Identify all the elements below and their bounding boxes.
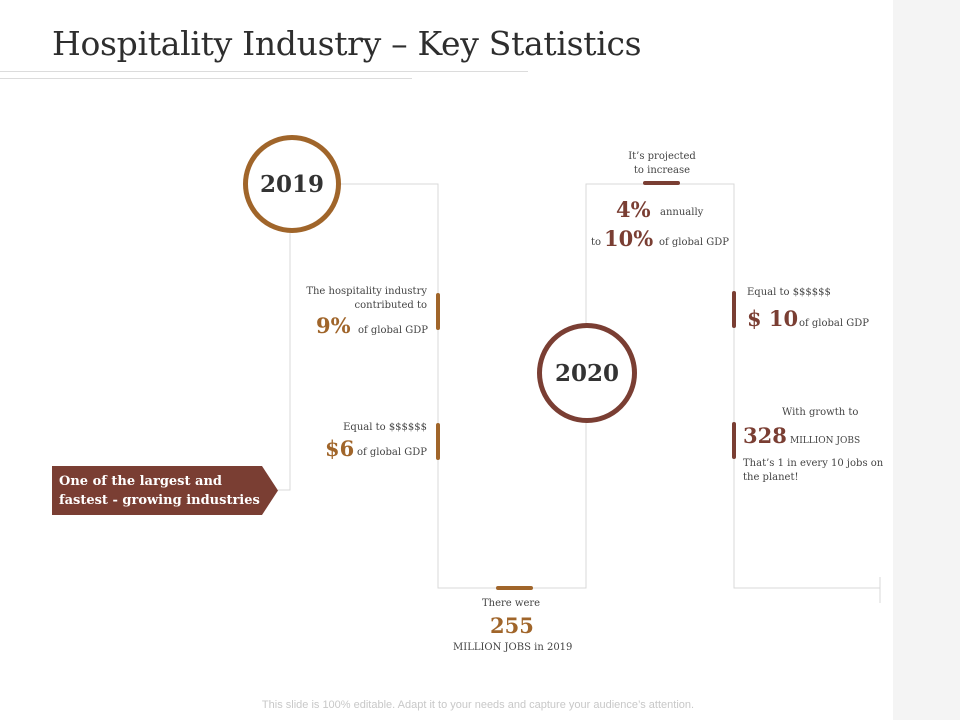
stat-contribution-label: The hospitality industry contributed to [306, 285, 427, 313]
banner-line-2: fastest - growing industries [59, 493, 260, 508]
contribution-line-1: The hospitality industry [306, 286, 427, 297]
highlight-banner-text: One of the largest and fastest - growing… [59, 472, 269, 510]
projection-line-2: to increase [633, 165, 691, 176]
stat-growth-value: 328 [743, 423, 787, 448]
stat-contribution-suffix: of global GDP [358, 325, 428, 336]
stat-equal-2020-suffix: of global GDP [799, 318, 869, 329]
stat-equal-2020-value: $ 10 [747, 306, 799, 331]
stat-growth-label: With growth to [782, 407, 859, 418]
stat-equal-2020-marker [732, 291, 736, 328]
stat-jobs-2019-marker [496, 586, 533, 590]
year-2020-label: 2020 [554, 359, 619, 387]
stat-equal-2019-label: Equal to $$$$$$ [343, 422, 427, 433]
stat-projection-marker [643, 181, 680, 185]
stat-contribution-marker [436, 293, 440, 330]
stat-projection-value-2: 10% [604, 226, 654, 251]
stat-growth-note: That’s 1 in every 10 jobs on the planet! [743, 457, 883, 485]
growth-note-line-1: That’s 1 in every 10 jobs on [743, 458, 884, 469]
banner-line-1: One of the largest and [59, 474, 223, 489]
stat-equal-2020-label: Equal to $$$$$$ [747, 287, 831, 298]
stat-equal-2019-marker [436, 423, 440, 460]
projection-line-1: It’s projected [628, 151, 696, 162]
stat-jobs-2019-value: 255 [490, 613, 534, 638]
highlight-banner [52, 466, 278, 515]
stat-equal-2019-suffix: of global GDP [357, 447, 427, 458]
growth-note-line-2: the planet! [743, 472, 799, 483]
year-2019-label: 2019 [259, 170, 324, 198]
year-2020-circle: 2020 [537, 323, 637, 423]
stat-growth-marker [732, 422, 736, 459]
footer-note: This slide is 100% editable. Adapt it to… [261, 699, 695, 711]
stat-projection-suffix-2: of global GDP [659, 237, 729, 248]
page-title: Hospitality Industry – Key Statistics [52, 24, 642, 63]
stat-contribution-value: 9% [316, 313, 351, 338]
contribution-line-2: contributed to [354, 300, 427, 311]
timeline-path [278, 183, 880, 589]
stat-projection-label: It’s projected to increase [618, 150, 706, 178]
stat-projection-value-1: 4% [616, 197, 651, 222]
year-2019-circle: 2019 [243, 135, 341, 233]
stat-jobs-2019-label: There were [482, 598, 541, 609]
right-side-strip [893, 0, 960, 720]
stat-projection-prefix-2: to [591, 237, 602, 248]
stat-projection-suffix-1: annually [660, 207, 704, 218]
stat-equal-2019-value: $6 [325, 436, 355, 461]
stat-jobs-2019-suffix: MILLION JOBS in 2019 [453, 642, 573, 653]
title-underline-secondary [0, 78, 412, 79]
title-underline [0, 71, 528, 72]
stat-growth-unit: MILLION JOBS [790, 436, 861, 446]
